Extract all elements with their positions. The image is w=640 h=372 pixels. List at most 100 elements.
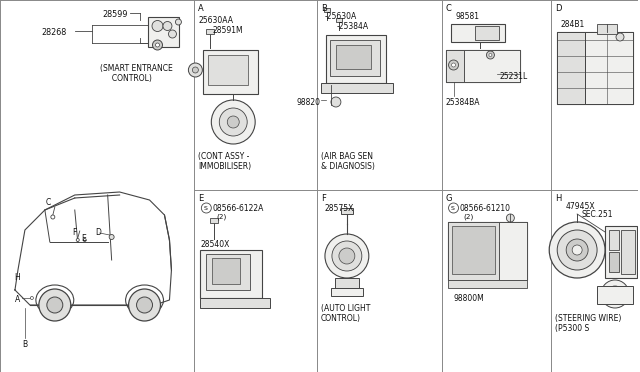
Bar — [330, 40, 380, 76]
Bar — [200, 250, 262, 298]
Bar — [445, 50, 463, 82]
Circle shape — [506, 214, 515, 222]
Circle shape — [325, 234, 369, 278]
Text: E: E — [198, 194, 204, 203]
Text: H: H — [556, 194, 561, 203]
Bar — [445, 50, 520, 82]
Text: (2): (2) — [216, 213, 227, 219]
Text: -25384A: -25384A — [337, 22, 369, 31]
Text: 284B1: 284B1 — [560, 20, 584, 29]
Text: G: G — [445, 194, 452, 203]
Bar — [597, 286, 633, 304]
Circle shape — [76, 238, 79, 241]
Bar — [447, 222, 527, 280]
Circle shape — [331, 97, 341, 107]
Bar — [335, 278, 359, 288]
Bar — [557, 32, 633, 104]
Bar — [211, 218, 218, 223]
Text: (STEERING WIRE)
(P5300 S: (STEERING WIRE) (P5300 S — [556, 314, 621, 333]
Text: 98581: 98581 — [456, 12, 479, 21]
Circle shape — [339, 248, 355, 264]
Text: F: F — [321, 194, 326, 203]
Bar — [621, 230, 635, 274]
Text: D: D — [556, 4, 562, 13]
Text: B: B — [22, 340, 27, 349]
Circle shape — [486, 51, 495, 59]
Bar — [585, 32, 633, 104]
Text: 28575X: 28575X — [325, 204, 355, 213]
Circle shape — [156, 43, 159, 47]
Text: (SMART ENTRANCE
     CONTROL): (SMART ENTRANCE CONTROL) — [100, 64, 172, 83]
Circle shape — [452, 63, 456, 67]
Text: 08566-61210: 08566-61210 — [460, 204, 511, 213]
Text: S: S — [204, 206, 207, 211]
Circle shape — [152, 20, 163, 32]
Circle shape — [227, 116, 239, 128]
Circle shape — [557, 230, 597, 270]
Text: (2): (2) — [463, 213, 474, 219]
Bar — [452, 226, 495, 274]
Circle shape — [489, 54, 492, 57]
Text: 28599: 28599 — [102, 10, 128, 19]
Circle shape — [136, 297, 152, 313]
Text: 28540X: 28540X — [200, 240, 230, 249]
Circle shape — [83, 238, 86, 241]
Circle shape — [616, 33, 624, 41]
Circle shape — [168, 30, 177, 38]
Text: (CONT ASSY -
IMMOBILISER): (CONT ASSY - IMMOBILISER) — [198, 152, 252, 171]
Circle shape — [152, 40, 163, 50]
Text: A: A — [15, 295, 20, 304]
Text: C: C — [46, 198, 51, 207]
Circle shape — [129, 289, 161, 321]
Text: B: B — [321, 4, 327, 13]
Bar — [447, 222, 499, 280]
Text: 28268: 28268 — [42, 28, 67, 37]
Circle shape — [332, 241, 362, 271]
Circle shape — [211, 100, 255, 144]
Text: C: C — [445, 4, 451, 13]
Bar — [447, 280, 527, 288]
Circle shape — [202, 203, 211, 213]
Circle shape — [51, 215, 55, 219]
Circle shape — [601, 280, 629, 308]
Circle shape — [39, 289, 71, 321]
Circle shape — [47, 297, 63, 313]
Text: (AIR BAG SEN
& DIAGNOSIS): (AIR BAG SEN & DIAGNOSIS) — [321, 152, 375, 171]
Circle shape — [220, 108, 247, 136]
Bar — [597, 24, 617, 34]
Text: E: E — [82, 234, 86, 243]
Text: 25630AA: 25630AA — [198, 16, 234, 25]
Circle shape — [549, 222, 605, 278]
Text: -25630A: -25630A — [325, 12, 357, 21]
Text: 98800M: 98800M — [454, 294, 484, 303]
Text: 25231L: 25231L — [499, 72, 527, 81]
Text: 25384BA: 25384BA — [445, 98, 480, 107]
Bar — [321, 83, 393, 93]
Circle shape — [31, 296, 33, 299]
Circle shape — [566, 239, 588, 261]
Bar — [463, 50, 520, 82]
Circle shape — [612, 291, 618, 297]
Text: F: F — [72, 228, 76, 237]
Text: 08566-6122A: 08566-6122A — [212, 204, 264, 213]
Bar — [212, 258, 240, 284]
Bar — [557, 32, 585, 104]
Text: 28591M: 28591M — [212, 26, 243, 35]
Circle shape — [188, 63, 202, 77]
Text: S: S — [451, 206, 454, 211]
Circle shape — [193, 67, 198, 73]
Text: (AUTO LIGHT
CONTROL): (AUTO LIGHT CONTROL) — [321, 304, 371, 323]
Bar — [200, 298, 270, 308]
Bar — [324, 8, 330, 12]
Bar — [148, 17, 179, 47]
Bar — [336, 18, 342, 22]
Circle shape — [175, 19, 181, 25]
Circle shape — [109, 234, 114, 240]
Circle shape — [572, 245, 582, 255]
Bar — [326, 35, 386, 83]
Text: A: A — [198, 4, 204, 13]
Circle shape — [449, 203, 458, 213]
Bar — [609, 252, 619, 272]
Bar — [476, 26, 499, 40]
Circle shape — [607, 286, 623, 302]
